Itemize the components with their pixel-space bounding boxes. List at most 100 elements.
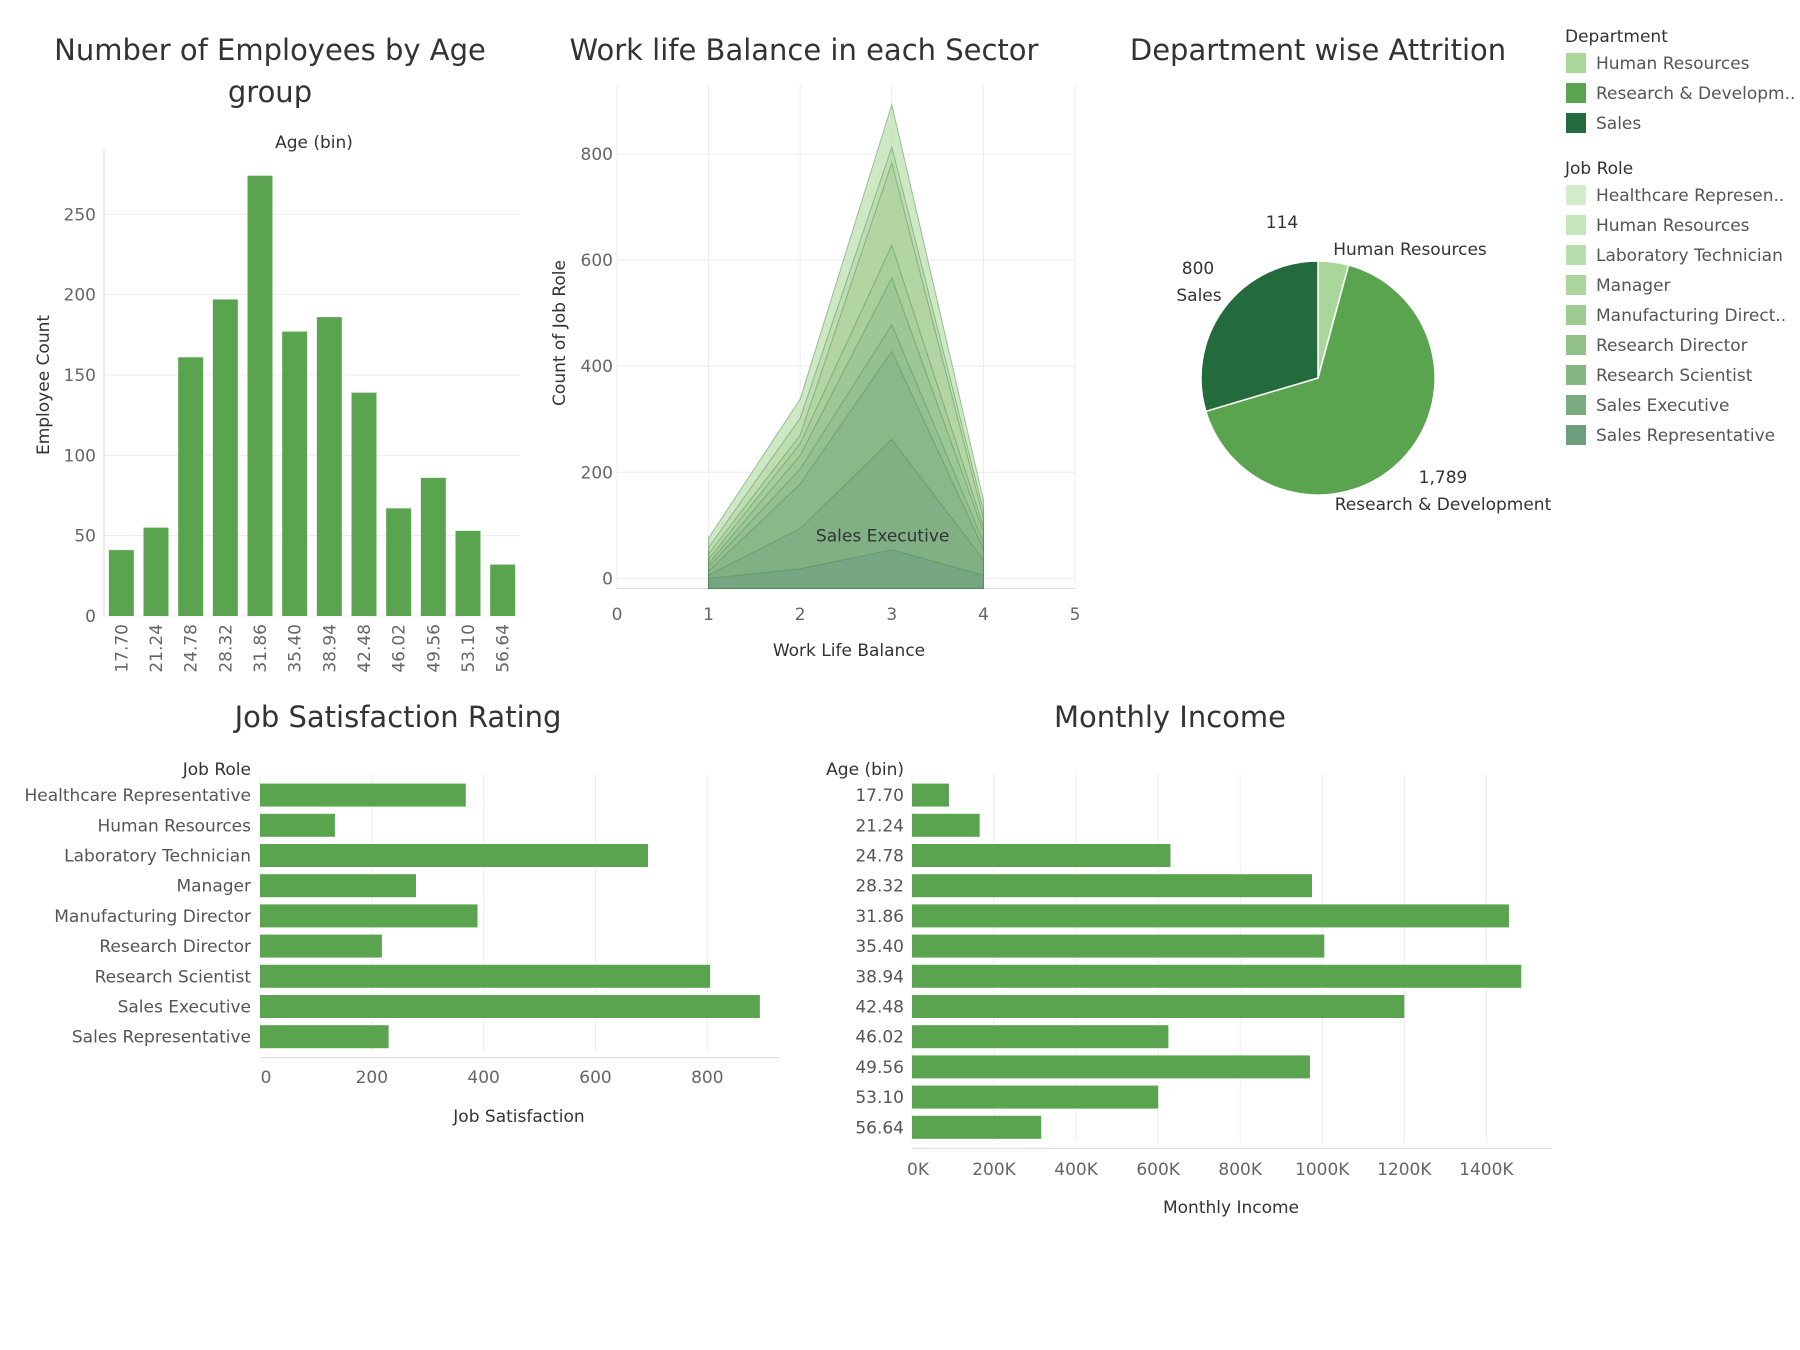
wlb-chart-title: Work life Balance in each Sector	[570, 33, 1039, 67]
age-x-tick-label: 35.40	[286, 624, 306, 673]
job-satisfaction-bar	[260, 964, 711, 988]
age-chart-title-line2: group	[228, 75, 312, 109]
job-role-legend-title: Job Role	[1564, 159, 1633, 179]
job-satisfaction-chart-title: Job Satisfaction Rating	[233, 700, 562, 734]
age-bar	[108, 550, 134, 616]
age-x-tick-label: 28.32	[216, 624, 236, 673]
monthly-income-chart: Monthly Income Age (bin) Monthly Income …	[826, 700, 1552, 1218]
age-x-tick-label: 38.94	[320, 624, 340, 673]
monthly-income-category-label: 53.10	[855, 1088, 904, 1108]
age-chart-header: Age (bin)	[275, 133, 353, 153]
age-bar	[178, 357, 204, 616]
monthly-income-bar	[912, 783, 949, 807]
age-chart: Number of Employees by Age group Age (bi…	[34, 33, 520, 673]
job-satisfaction-bar	[260, 904, 478, 928]
monthly-income-x-tick-label: 800K	[1218, 1160, 1262, 1180]
job-satisfaction-bar	[260, 995, 760, 1018]
legend-swatch	[1566, 215, 1586, 235]
age-x-tick-label: 53.10	[459, 624, 479, 673]
legend-swatch	[1566, 365, 1586, 385]
wlb-chart-y-axis-title: Count of Job Role	[550, 260, 570, 406]
age-bar	[351, 392, 377, 616]
age-y-tick-label: 50	[74, 527, 96, 547]
age-y-tick-label: 200	[64, 286, 96, 306]
monthly-income-bar	[912, 813, 980, 837]
job-satisfaction-x-tick-label: 800	[691, 1068, 723, 1088]
job-satisfaction-x-tick-label: 600	[579, 1068, 611, 1088]
legend-item-label: Research & Developm..	[1596, 84, 1795, 104]
monthly-income-bar	[912, 1025, 1169, 1049]
job-satisfaction-bar	[260, 783, 466, 807]
monthly-income-x-tick-label: 1000K	[1295, 1160, 1350, 1180]
wlb-x-tick-label: 3	[886, 605, 897, 625]
monthly-income-category-label: 35.40	[855, 937, 904, 957]
monthly-income-bar	[912, 1115, 1042, 1139]
job-satisfaction-category-label: Human Resources	[97, 816, 251, 836]
age-bar	[212, 299, 238, 616]
age-bar	[386, 508, 412, 616]
age-y-tick-label: 100	[64, 446, 96, 466]
wlb-x-tick-label: 5	[1070, 605, 1081, 625]
wlb-y-tick-label: 600	[581, 251, 613, 271]
pie-category-label-rd: Research & Development	[1335, 495, 1552, 515]
age-chart-y-axis-title: Employee Count	[34, 315, 54, 455]
legend-item-label: Human Resources	[1596, 216, 1750, 236]
legend-item-label: Manufacturing Direct..	[1596, 306, 1786, 326]
wlb-y-tick-label: 200	[581, 463, 613, 483]
job-satisfaction-x-tick-label: 200	[356, 1068, 388, 1088]
age-chart-title-line1: Number of Employees by Age	[54, 33, 486, 67]
wlb-chart-x-axis-title: Work Life Balance	[773, 641, 925, 661]
department-legend-title: Department	[1565, 27, 1668, 47]
age-bar	[143, 527, 169, 616]
age-y-tick-label: 0	[85, 607, 96, 627]
job-satisfaction-bar	[260, 1025, 389, 1049]
age-bar	[455, 530, 481, 616]
age-x-tick-label: 46.02	[390, 624, 410, 673]
job-satisfaction-x-axis-title: Job Satisfaction	[452, 1107, 584, 1127]
pie-category-label-sales: Sales	[1176, 286, 1221, 306]
monthly-income-x-tick-label: 1200K	[1377, 1160, 1432, 1180]
age-x-tick-label: 31.86	[251, 624, 271, 673]
monthly-income-bar	[912, 995, 1405, 1018]
monthly-income-category-label: 56.64	[855, 1118, 904, 1138]
department-legend: Department Human Resources Research & Dev…	[1565, 27, 1795, 134]
age-x-tick-label: 24.78	[182, 624, 202, 673]
attrition-chart: Department wise Attrition 114 Human Reso…	[1130, 33, 1552, 515]
job-satisfaction-header: Job Role	[182, 760, 251, 780]
wlb-annotation-label: Sales Executive	[816, 526, 949, 546]
pie-slice	[1204, 264, 1436, 496]
legend-swatch	[1566, 113, 1586, 133]
legend-swatch	[1566, 83, 1586, 103]
wlb-x-tick-label: 1	[703, 605, 714, 625]
monthly-income-x-tick-label: 1400K	[1459, 1160, 1514, 1180]
legend-item-label: Laboratory Technician	[1596, 246, 1783, 266]
monthly-income-category-label: 31.86	[855, 907, 904, 927]
monthly-income-x-tick-label: 400K	[1054, 1160, 1098, 1180]
job-satisfaction-bar	[260, 874, 416, 898]
monthly-income-category-label: 46.02	[855, 1028, 904, 1048]
monthly-income-category-label: 17.70	[855, 786, 904, 806]
monthly-income-category-label: 49.56	[855, 1058, 904, 1078]
job-satisfaction-category-label: Manager	[176, 877, 251, 897]
monthly-income-bar	[912, 1055, 1310, 1079]
monthly-income-bar	[912, 844, 1171, 867]
wlb-area-series	[708, 549, 984, 589]
monthly-income-category-label: 38.94	[855, 967, 904, 987]
job-satisfaction-category-label: Sales Representative	[72, 1028, 251, 1048]
age-y-tick-label: 150	[64, 366, 96, 386]
monthly-income-x-tick-label: 200K	[972, 1160, 1016, 1180]
monthly-income-category-label: 28.32	[855, 877, 904, 897]
monthly-income-header: Age (bin)	[826, 760, 904, 780]
wlb-x-tick-label: 4	[978, 605, 989, 625]
job-satisfaction-x-tick-label: 0	[261, 1068, 272, 1088]
job-satisfaction-bar	[260, 844, 649, 867]
job-satisfaction-bar	[260, 813, 335, 837]
legend-swatch	[1566, 425, 1586, 445]
job-satisfaction-x-tick-label: 400	[467, 1068, 499, 1088]
monthly-income-x-tick-label: 600K	[1136, 1160, 1180, 1180]
monthly-income-category-label: 42.48	[855, 998, 904, 1018]
wlb-chart: Work life Balance in each Sector Count o…	[550, 33, 1080, 661]
wlb-y-tick-label: 800	[581, 145, 613, 165]
job-satisfaction-category-label: Research Director	[99, 937, 251, 957]
